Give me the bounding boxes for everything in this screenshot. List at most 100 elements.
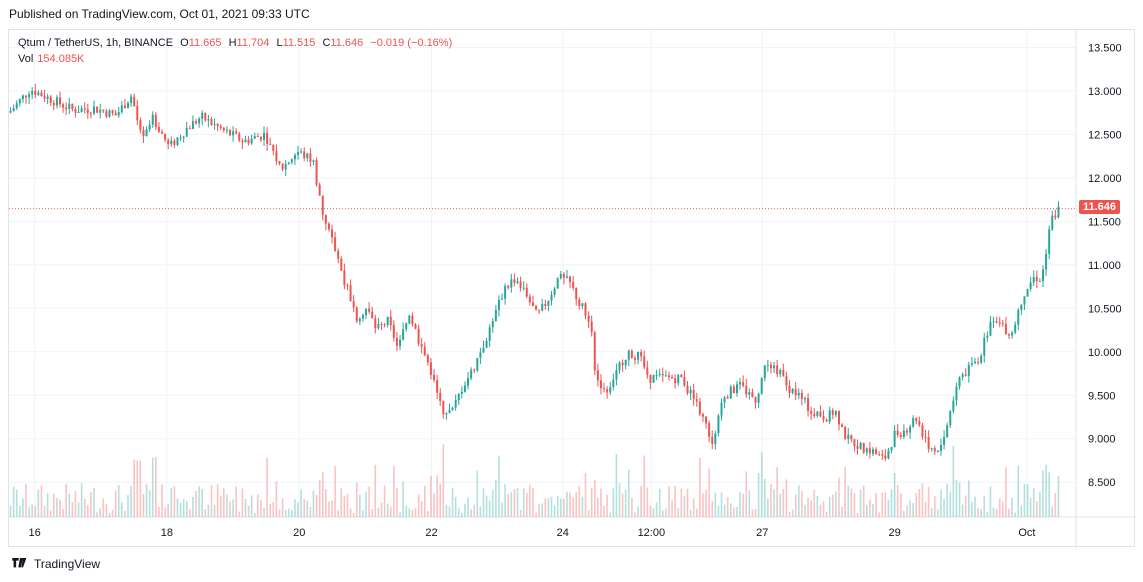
- volume-bar: [779, 493, 782, 517]
- price-chart[interactable]: 8.500 9.000 9.500 10.000 10.500 11.000 11.500 1…: [9, 30, 1136, 548]
- volume-bar: [794, 494, 797, 517]
- tradingview-logo-icon[interactable]: [10, 558, 30, 570]
- candle-body: [878, 454, 881, 456]
- volume-bar: [807, 497, 809, 517]
- volume-bar: [1042, 470, 1044, 517]
- candle-body: [389, 316, 392, 326]
- candle-body: [905, 430, 908, 433]
- volume-bar: [584, 472, 587, 517]
- candle-body: [803, 398, 806, 400]
- candle-body: [708, 423, 711, 437]
- candle-body: [980, 355, 983, 363]
- volume-bar: [887, 499, 890, 517]
- volume-bar: [745, 471, 748, 517]
- candle-body: [1038, 281, 1041, 283]
- candle-body: [748, 392, 751, 395]
- candle-body: [148, 124, 151, 130]
- volume-bar: [822, 501, 825, 517]
- candle-body: [773, 365, 776, 369]
- volume-bar: [658, 488, 661, 517]
- candle-body: [618, 362, 621, 370]
- candle-body: [365, 308, 368, 316]
- volume-bar: [556, 495, 559, 517]
- candle-body: [1004, 323, 1007, 335]
- volume-bar: [825, 511, 828, 517]
- volume-bar: [835, 491, 837, 517]
- volume-bar: [575, 492, 578, 517]
- volume-bar: [278, 509, 281, 517]
- candle-body: [609, 387, 612, 393]
- candle-body: [732, 386, 735, 394]
- candle-body: [191, 121, 194, 130]
- legend-vol-label[interactable]: Vol: [18, 53, 34, 65]
- candle-body: [1057, 206, 1060, 218]
- candle-body: [420, 343, 423, 347]
- candle-body: [93, 106, 96, 114]
- volume-bar: [695, 508, 698, 517]
- volume-bar: [383, 485, 386, 517]
- candle-body: [195, 121, 198, 124]
- volume-bar: [998, 498, 1001, 517]
- volume-bar: [563, 498, 565, 517]
- volume-bar: [96, 512, 98, 517]
- volume-bar: [708, 468, 710, 517]
- candle-body: [661, 373, 664, 376]
- volume-bar: [516, 487, 519, 517]
- volume-bar: [90, 492, 92, 517]
- volume-bar: [108, 512, 111, 517]
- volume-bar: [284, 510, 287, 517]
- candle-body: [457, 393, 460, 400]
- candle-body: [312, 160, 315, 162]
- volume-bar: [127, 494, 129, 517]
- volume-bar: [964, 495, 967, 517]
- legend-l-label: L: [276, 37, 283, 49]
- volume-bar: [900, 493, 902, 517]
- x-tick-label: 20: [293, 527, 305, 539]
- footer-brand[interactable]: TradingView: [34, 557, 101, 571]
- volume-bar: [337, 510, 340, 517]
- candle-body: [281, 163, 284, 170]
- volume-bar: [161, 484, 163, 517]
- volume-bar: [1014, 512, 1016, 517]
- candle-body: [655, 375, 658, 377]
- volume-bar: [71, 502, 74, 517]
- candle-body: [433, 374, 436, 381]
- candle-body: [485, 340, 488, 348]
- volume-bar: [921, 483, 924, 517]
- volume-bar: [566, 491, 568, 517]
- candle-body: [423, 346, 426, 356]
- volume-bar: [99, 508, 101, 517]
- candle-body: [671, 377, 674, 379]
- candle-body: [559, 273, 562, 279]
- volume-bar: [801, 490, 803, 517]
- volume-bar: [124, 510, 126, 517]
- candle-body: [451, 407, 454, 410]
- chart-frame[interactable]: 8.500 9.000 9.500 10.000 10.500 11.000 11.500 1…: [8, 29, 1136, 548]
- candle-body: [494, 309, 497, 322]
- legend-symbol[interactable]: Qtum / TetherUS, 1h, BINANCE: [18, 37, 174, 49]
- volume-bar: [275, 481, 278, 517]
- volume-bar: [977, 508, 979, 517]
- candle-body: [590, 321, 593, 333]
- candle-body: [65, 107, 68, 110]
- volume-bar: [853, 493, 856, 517]
- candle-body: [535, 305, 538, 310]
- volume-bar: [915, 493, 918, 517]
- volume-bar: [668, 486, 670, 517]
- candle-body: [117, 111, 120, 116]
- candle-body: [352, 301, 355, 308]
- volume-bar: [291, 509, 293, 517]
- volume-bar: [510, 492, 513, 517]
- volume-bar: [439, 483, 442, 517]
- y-tick-label: 10.500: [1088, 303, 1122, 315]
- volume-bar: [649, 505, 652, 517]
- y-tick-label: 12.500: [1088, 129, 1122, 141]
- volume-bar: [386, 503, 389, 517]
- volume-bar: [491, 490, 494, 517]
- volume-bar: [1008, 508, 1010, 517]
- candle-body: [958, 377, 961, 387]
- volume-bar: [705, 489, 707, 517]
- candle-body: [912, 418, 915, 427]
- candle-body: [961, 374, 964, 378]
- candle-body: [859, 442, 862, 449]
